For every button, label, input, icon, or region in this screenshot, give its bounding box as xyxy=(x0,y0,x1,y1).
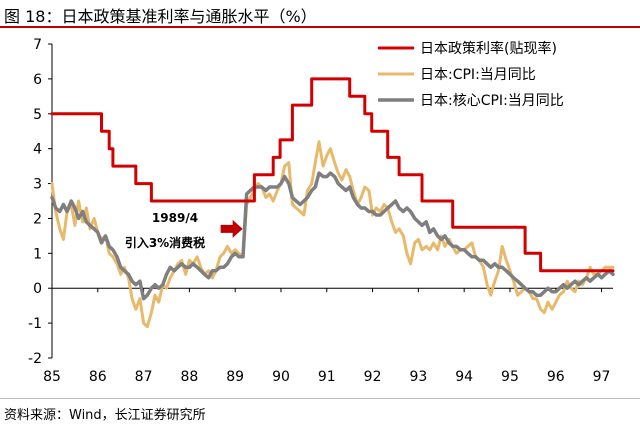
footer-divider xyxy=(0,398,640,399)
y-tick-label: 7 xyxy=(33,37,42,53)
y-tick-label: 4 xyxy=(33,142,42,158)
y-tick-label: 6 xyxy=(33,72,42,88)
y-tick-label: 3 xyxy=(33,177,42,193)
x-tick-label: 89 xyxy=(226,369,244,385)
x-tick-label: 85 xyxy=(43,369,61,385)
y-tick-label: -2 xyxy=(28,351,42,367)
legend-item-policy-rate: 日本政策利率(贴现率) xyxy=(420,40,557,57)
x-tick-label: 88 xyxy=(180,369,198,385)
x-tick-label: 92 xyxy=(364,369,382,385)
policy-rate-line xyxy=(50,77,615,273)
x-tick-label: 94 xyxy=(455,369,473,385)
core-cpi-line xyxy=(50,171,615,301)
x-tick-label: 97 xyxy=(593,369,611,385)
x-tick-label: 86 xyxy=(89,369,107,385)
y-tick-label: 1 xyxy=(33,246,42,262)
x-tick-label: 87 xyxy=(135,369,153,385)
annotation-layer: 1989/4 引入3%消费税 xyxy=(125,211,243,250)
y-tick-label: 2 xyxy=(33,211,42,227)
title-bar: 图 18：日本政策基准利率与通胀水平（%） xyxy=(0,0,640,28)
y-tick-label: -1 xyxy=(28,316,42,332)
y-tick-label: 5 xyxy=(33,107,42,123)
x-tick-label: 95 xyxy=(501,369,519,385)
annotation-date: 1989/4 xyxy=(152,211,198,225)
annotation-arrow xyxy=(220,219,243,238)
chart-axes: -2 -1 0 1 2 3 4 5 6 7 85 86 87 88 89 90 91 92 93 94 95 96 97 xyxy=(28,37,613,385)
legend-item-core-cpi: 日本:核心CPI:当月同比 xyxy=(420,93,564,109)
page-title: 图 18：日本政策基准利率与通胀水平（%） xyxy=(4,7,317,26)
series-layer xyxy=(50,77,615,329)
source-note: 资料来源：Wind，长江证券研究所 xyxy=(4,408,206,423)
x-tick-label: 93 xyxy=(409,369,427,385)
cpi-line xyxy=(50,140,615,329)
x-tick-label: 96 xyxy=(547,369,565,385)
legend-item-cpi: 日本:CPI:当月同比 xyxy=(420,67,536,83)
y-tick-label: 0 xyxy=(33,281,42,297)
x-tick-label: 90 xyxy=(272,369,290,385)
annotation-text: 引入3%消费税 xyxy=(125,235,205,250)
x-tick-label: 91 xyxy=(318,369,336,385)
